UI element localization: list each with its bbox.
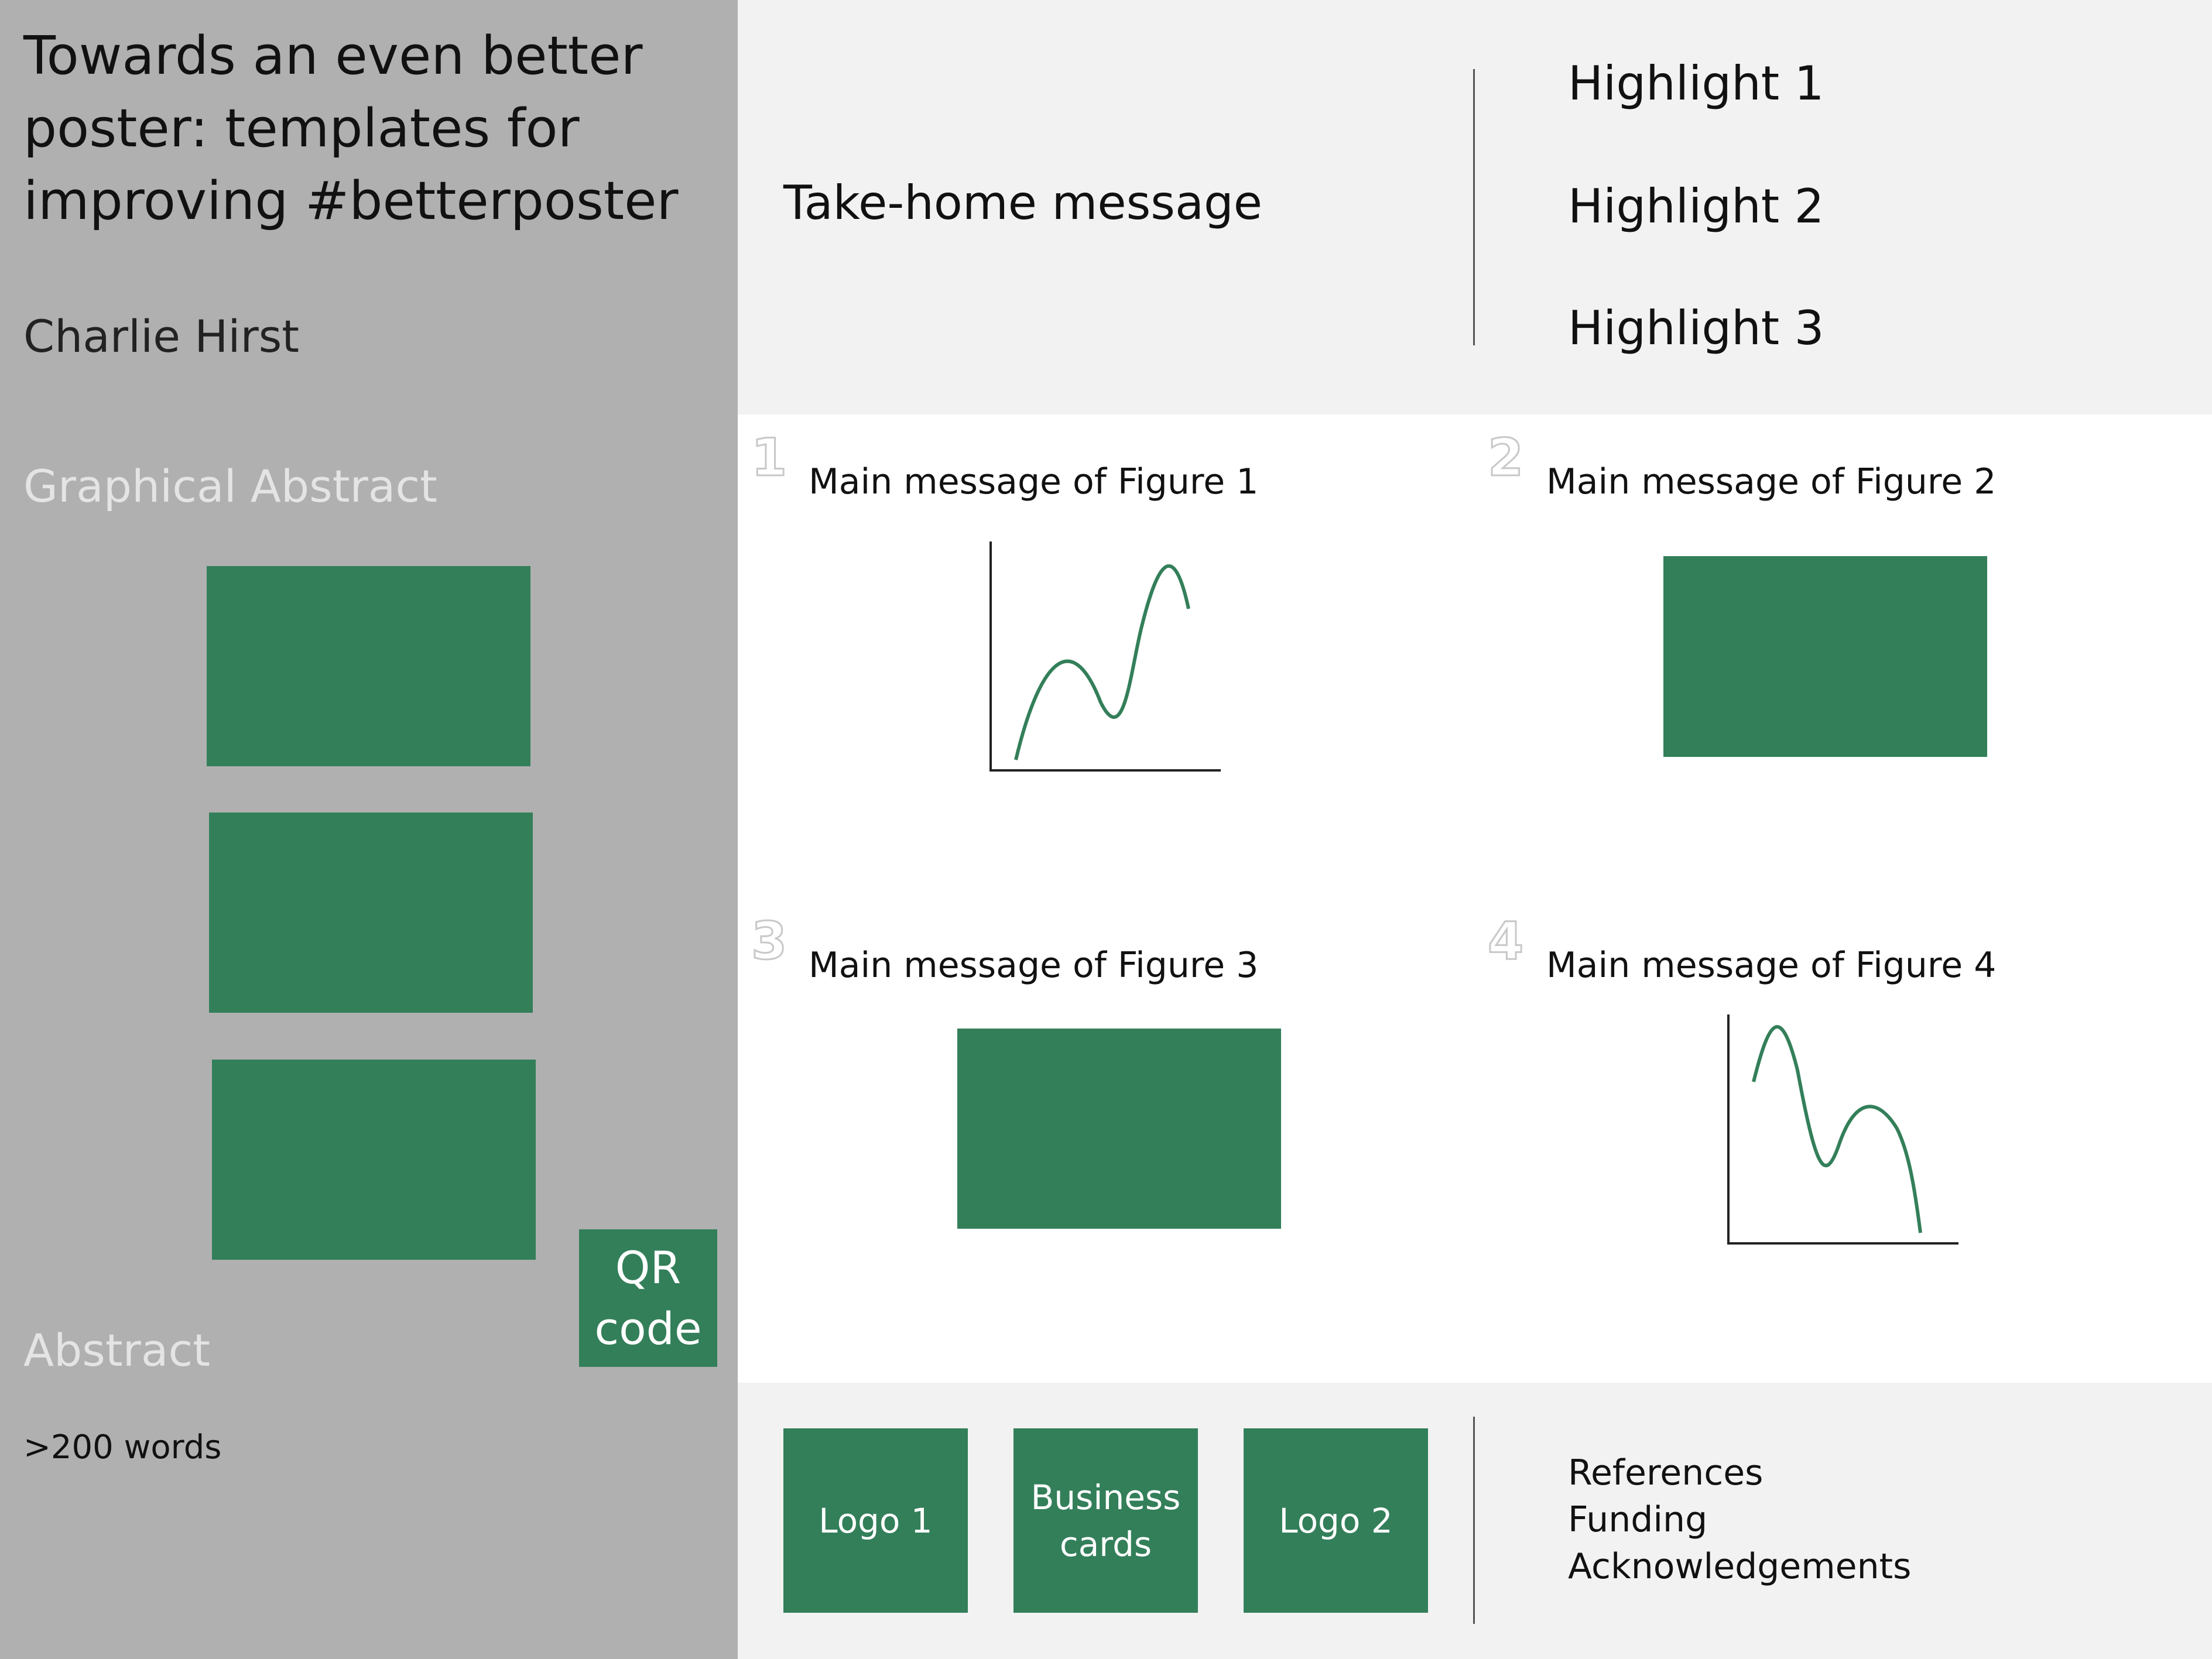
- logo-1-box: Logo 1: [783, 1428, 968, 1613]
- logo-2-box: Logo 2: [1244, 1428, 1428, 1613]
- author-name: Charlie Hirst: [23, 310, 300, 362]
- takehome-divider: [1473, 69, 1475, 345]
- highlight-2: Highlight 2: [1568, 179, 1824, 234]
- qr-label-line: code: [594, 1302, 702, 1355]
- figure-4-message: Main message of Figure 4: [1546, 945, 1997, 986]
- business-cards-line: cards: [1059, 1524, 1152, 1564]
- takehome-band: [738, 0, 2212, 414]
- qr-label-line: QR: [615, 1241, 682, 1294]
- footer-list: References Funding Acknowledgements: [1568, 1449, 1911, 1590]
- figure-3-placeholder: [957, 1029, 1281, 1229]
- footer-funding: Funding: [1568, 1499, 1708, 1540]
- figure-3-number: 3: [750, 910, 787, 972]
- figure-3-message: Main message of Figure 3: [809, 945, 1259, 986]
- business-cards-box[interactable]: Business cards: [1013, 1428, 1198, 1613]
- footer-references: References: [1568, 1452, 1764, 1493]
- figure-4-curve: [1752, 1025, 1922, 1233]
- highlight-1: Highlight 1: [1568, 56, 1824, 111]
- business-cards-line: Business: [1030, 1477, 1181, 1517]
- logo-2-label: Logo 2: [1279, 1500, 1393, 1541]
- footer-divider: [1473, 1417, 1475, 1624]
- left-panel: Towards an even better poster: templates…: [0, 0, 738, 1659]
- figure-1-message: Main message of Figure 1: [809, 461, 1259, 502]
- highlight-3: Highlight 3: [1568, 301, 1824, 355]
- qr-code-placeholder[interactable]: QR code: [579, 1229, 717, 1367]
- figure-1-plot: [989, 541, 1221, 772]
- graphical-abstract-box-1: [207, 566, 530, 766]
- figure-1-number: 1: [750, 427, 787, 489]
- footer-acknowledgements: Acknowledgements: [1568, 1546, 1912, 1587]
- poster-title: Towards an even better poster: templates…: [23, 20, 714, 238]
- logo-1-label: Logo 1: [819, 1500, 933, 1541]
- title-line: improving #betterposter: [23, 170, 679, 232]
- graphical-abstract-box-2: [209, 813, 533, 1013]
- graphical-abstract-heading: Graphical Abstract: [23, 460, 437, 512]
- abstract-heading: Abstract: [23, 1324, 211, 1376]
- figure-2-placeholder: [1663, 556, 1987, 757]
- figure-2-message: Main message of Figure 2: [1546, 461, 1997, 502]
- graphical-abstract-box-3: [212, 1060, 536, 1260]
- figure-4-number: 4: [1487, 910, 1524, 972]
- figure-1-axes: [989, 541, 1221, 772]
- figure-1-curve: [1014, 564, 1190, 760]
- figure-4-plot: [1727, 1014, 1958, 1245]
- takehome-message: Take-home message: [783, 176, 1262, 230]
- title-line: Towards an even better: [23, 25, 643, 87]
- figure-4-axes: [1727, 1014, 1958, 1245]
- footer-band: [738, 1383, 2212, 1659]
- abstract-body: >200 words: [23, 1428, 222, 1466]
- figure-2-number: 2: [1487, 427, 1524, 489]
- title-line: poster: templates for: [23, 98, 580, 159]
